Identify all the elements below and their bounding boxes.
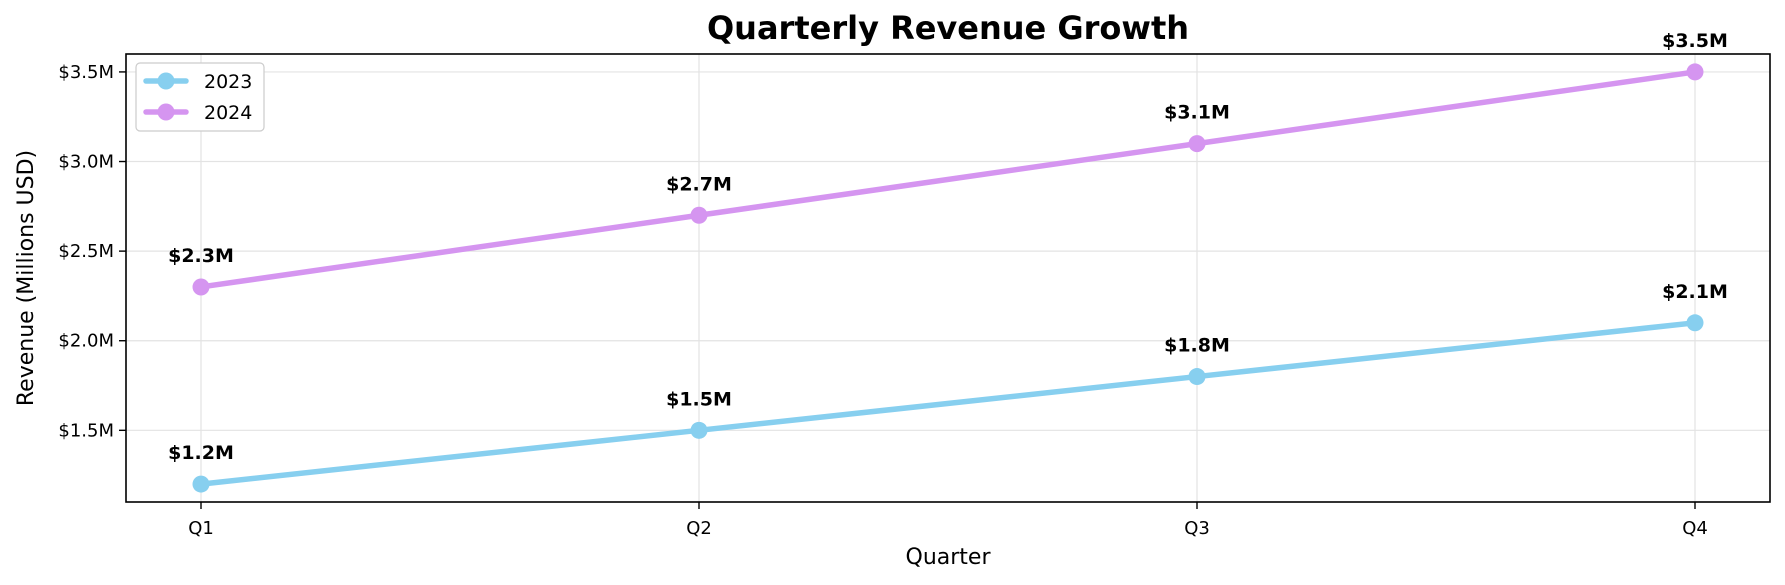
data-label-2024-Q3: $3.1M — [1164, 102, 1230, 124]
x-tick-label: Q3 — [1184, 518, 1210, 539]
data-label-2024-Q4: $3.5M — [1662, 30, 1728, 52]
data-label-2024-Q2: $2.7M — [666, 173, 732, 195]
series-layer — [192, 63, 1704, 493]
legend: 2023 2024 — [135, 62, 265, 132]
data-labels-layer: $1.2M $1.5M $1.8M $2.1M $2.3M $2.7M $3.1M $3.5M — [168, 30, 1728, 464]
legend-label-2023: 2023 — [204, 71, 252, 93]
data-label-2024-Q1: $2.3M — [168, 245, 234, 267]
data-point-2024-Q1 — [192, 278, 210, 296]
legend-swatch-marker-2023 — [157, 72, 175, 90]
data-point-2023-Q4 — [1686, 314, 1704, 332]
data-label-2023-Q4: $2.1M — [1662, 281, 1728, 303]
data-point-2024-Q4 — [1686, 63, 1704, 81]
y-tick-label: $3.5M — [58, 62, 114, 83]
data-point-2023-Q3 — [1188, 368, 1206, 386]
y-axis-label: Revenue (Millions USD) — [14, 150, 39, 406]
legend-label-2024: 2024 — [204, 102, 252, 124]
grid-layer — [126, 54, 1770, 502]
data-point-2024-Q3 — [1188, 135, 1206, 153]
x-tick-label: Q1 — [188, 518, 214, 539]
data-point-2023-Q2 — [690, 421, 708, 439]
ticks-layer: Q1 Q2 Q3 Q4 $1.5M $2.0M $2.5M $3.0M $3.5M — [58, 62, 1707, 539]
x-tick-label: Q2 — [686, 518, 712, 539]
x-axis-label: Quarter — [906, 545, 992, 570]
data-label-2023-Q1: $1.2M — [168, 442, 234, 464]
data-label-2023-Q2: $1.5M — [666, 388, 732, 410]
y-tick-label: $3.0M — [58, 152, 114, 173]
data-label-2023-Q3: $1.8M — [1164, 335, 1230, 357]
x-tick-label: Q4 — [1682, 518, 1708, 539]
data-point-2023-Q1 — [192, 475, 210, 493]
data-point-2024-Q2 — [690, 206, 708, 224]
y-tick-label: $2.5M — [58, 241, 114, 262]
chart-title: Quarterly Revenue Growth — [707, 9, 1189, 47]
series-line-2023 — [198, 320, 1698, 487]
plot-frame — [125, 53, 1771, 503]
series-line-2024 — [198, 69, 1698, 290]
y-tick-label: $2.0M — [58, 331, 114, 352]
legend-swatch-marker-2024 — [157, 103, 175, 121]
y-tick-label: $1.5M — [58, 420, 114, 441]
